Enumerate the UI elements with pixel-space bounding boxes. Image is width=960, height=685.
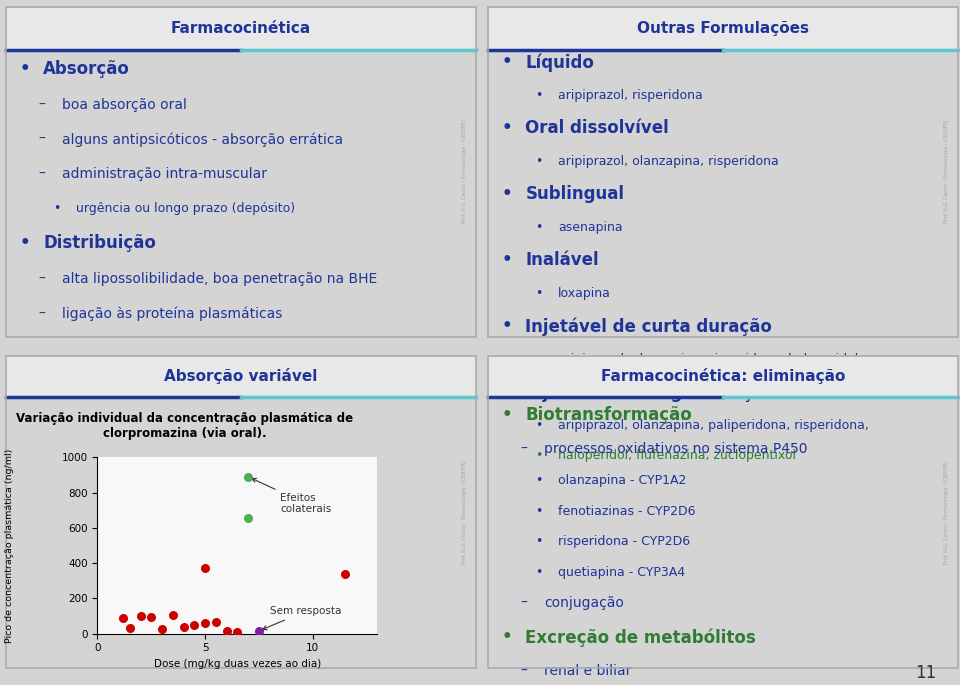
Text: risperidona - CYP2D6: risperidona - CYP2D6 <box>559 535 690 548</box>
Text: haloperidol, flufenazina, zuclopentixol: haloperidol, flufenazina, zuclopentixol <box>559 449 796 462</box>
Text: Sem resposta: Sem resposta <box>263 606 341 630</box>
Text: conjugação: conjugação <box>544 596 624 610</box>
Text: quetiapina - CYP3A4: quetiapina - CYP3A4 <box>559 566 685 579</box>
Text: •: • <box>502 383 513 401</box>
Text: •: • <box>535 449 542 462</box>
Text: Líquido: Líquido <box>525 53 594 71</box>
Text: Outras Formulações: Outras Formulações <box>636 21 809 36</box>
Text: Oral dissolvível: Oral dissolvível <box>525 119 669 137</box>
Point <box>186 619 202 630</box>
Text: –: – <box>38 272 45 286</box>
Text: alguns antipsicóticos - absorção errática: alguns antipsicóticos - absorção errátic… <box>62 132 344 147</box>
Text: administração intra-muscular: administração intra-muscular <box>62 167 267 181</box>
Point <box>198 563 213 574</box>
Text: Absorção variável: Absorção variável <box>164 369 318 384</box>
Text: •: • <box>535 89 542 102</box>
Text: loxapina: loxapina <box>559 287 612 300</box>
Point <box>337 569 352 580</box>
Text: aripiprazol, olanzapina, risperidona: aripiprazol, olanzapina, risperidona <box>559 155 779 168</box>
Text: renal e biliar: renal e biliar <box>544 664 632 678</box>
Text: •: • <box>502 251 513 269</box>
Text: urgência ou longo prazo (depósito): urgência ou longo prazo (depósito) <box>76 201 296 214</box>
Text: Injetável de longa duração: Injetável de longa duração <box>525 383 775 401</box>
Text: •: • <box>20 234 31 252</box>
Text: –: – <box>520 596 527 610</box>
Text: Inalável: Inalável <box>525 251 599 269</box>
Text: •: • <box>535 155 542 168</box>
Text: •: • <box>502 119 513 137</box>
Point <box>208 616 224 627</box>
Text: Variação individual da concentração plasmática de
clorpromazina (via oral).: Variação individual da concentração plas… <box>16 412 353 440</box>
Text: •: • <box>502 185 513 203</box>
Text: Efeitos
colaterais: Efeitos colaterais <box>252 478 332 514</box>
Text: •: • <box>535 287 542 300</box>
Bar <box>488 356 958 397</box>
Point <box>122 623 137 634</box>
Text: •: • <box>20 60 31 77</box>
Text: •: • <box>535 535 542 548</box>
Y-axis label: Pico de concentração plasmática (ng/ml): Pico de concentração plasmática (ng/ml) <box>5 449 13 643</box>
Text: alta lipossolibilidade, boa penetração na BHE: alta lipossolibilidade, boa penetração n… <box>62 272 377 286</box>
Point <box>241 471 256 482</box>
Text: aripiprazol, risperidona: aripiprazol, risperidona <box>559 89 703 102</box>
Text: –: – <box>38 98 45 112</box>
Text: •: • <box>535 474 542 487</box>
Text: Prof. N.G. Castro - Farmacologia - ICB/UFRJ: Prof. N.G. Castro - Farmacologia - ICB/U… <box>462 460 467 564</box>
Text: Prof. N.G. Castro - Farmacologia - ICB/UFRJ: Prof. N.G. Castro - Farmacologia - ICB/U… <box>944 460 948 564</box>
Bar <box>488 7 958 50</box>
Text: Distribuição: Distribuição <box>43 234 156 252</box>
Bar <box>6 7 476 50</box>
Bar <box>6 356 476 397</box>
Point <box>176 621 191 632</box>
Text: Absorção: Absorção <box>43 60 131 77</box>
Text: Injetável de curta duração: Injetável de curta duração <box>525 317 772 336</box>
Text: •: • <box>535 566 542 579</box>
Text: •: • <box>502 317 513 335</box>
Text: 11: 11 <box>915 664 936 682</box>
Point <box>165 610 180 621</box>
Text: Prof. N.G. Castro - Farmacologia - ICB/UFRJ: Prof. N.G. Castro - Farmacologia - ICB/U… <box>462 121 467 223</box>
Text: Prof. N.G. Castro - Farmacologia - ICB/UFRJ: Prof. N.G. Castro - Farmacologia - ICB/U… <box>944 121 948 223</box>
Point <box>252 625 267 636</box>
Text: ligação às proteína plasmáticas: ligação às proteína plasmáticas <box>62 307 282 321</box>
Point <box>198 618 213 629</box>
Text: –: – <box>520 664 527 678</box>
Point <box>241 513 256 524</box>
Point <box>219 625 234 636</box>
Text: –: – <box>38 167 45 181</box>
Text: Farmacocinética: Farmacocinética <box>171 21 311 36</box>
Text: aripiprazol, olanzapina, paliperidona, risperidona,: aripiprazol, olanzapina, paliperidona, r… <box>559 419 869 432</box>
Point <box>155 624 170 635</box>
Text: –: – <box>38 132 45 147</box>
X-axis label: Dose (mg/kg duas vezes ao dia): Dose (mg/kg duas vezes ao dia) <box>154 659 321 669</box>
Point <box>144 612 159 623</box>
Point <box>132 610 148 621</box>
Text: •: • <box>502 406 513 424</box>
Text: Sublingual: Sublingual <box>525 185 624 203</box>
Point <box>115 612 131 623</box>
Text: boa absorção oral: boa absorção oral <box>62 98 187 112</box>
Point <box>229 626 245 637</box>
Text: •: • <box>535 419 542 432</box>
Text: •: • <box>535 353 542 366</box>
Text: •: • <box>535 221 542 234</box>
Text: Excreção de metabólitos: Excreção de metabólitos <box>525 628 756 647</box>
Text: –: – <box>520 442 527 456</box>
Text: •: • <box>502 628 513 646</box>
Text: aripiprazol, olanzapina, ziprasidona, haloperidol: aripiprazol, olanzapina, ziprasidona, ha… <box>559 353 858 366</box>
Text: processos oxidativos no sistema P450: processos oxidativos no sistema P450 <box>544 442 807 456</box>
Text: –: – <box>38 307 45 321</box>
Text: asenapina: asenapina <box>559 221 623 234</box>
Text: •: • <box>535 505 542 518</box>
Text: •: • <box>502 53 513 71</box>
Text: olanzapina - CYP1A2: olanzapina - CYP1A2 <box>559 474 686 487</box>
Text: fenotiazinas - CYP2D6: fenotiazinas - CYP2D6 <box>559 505 696 518</box>
Text: Farmacocinética: eliminação: Farmacocinética: eliminação <box>601 369 845 384</box>
Text: Biotransformação: Biotransformação <box>525 406 692 424</box>
Text: •: • <box>53 201 60 214</box>
